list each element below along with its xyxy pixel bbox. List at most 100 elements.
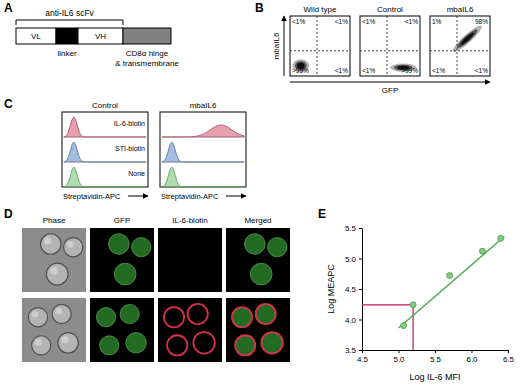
reference-line [362,304,413,305]
cell-highlight [32,311,39,318]
quadrant-label: 98% [475,18,488,25]
cell [126,333,146,353]
cell [100,336,119,355]
panel-b: Wild type<1%<1%>99%<1%Control<1%<1%<1%>9… [272,5,490,95]
cell [58,333,78,353]
quadrant-label: <1% [335,67,348,74]
tick-label: 4.0 [345,316,357,325]
column-title: GFP [114,216,130,225]
cell [232,308,251,327]
axis-arrow [128,196,148,197]
axis-arrow [284,16,285,76]
figure: ABCDEanti-IL6 scFvVLlinkerVHCD8α hinge& … [0,0,520,391]
cell-highlight [44,237,51,244]
quadrant-label: >99% [292,67,309,74]
data-point [410,302,416,308]
construct-segment [16,28,56,44]
cell-highlight [50,267,58,275]
tick-label: 5.0 [345,255,357,264]
tick: 4.5 [345,285,362,294]
axis-line [362,229,363,351]
micrograph [22,298,86,362]
construct-segment [56,28,78,44]
cell [52,304,71,323]
data-point [479,248,485,254]
tick: 5.5 [430,350,442,364]
cell-cloud [460,32,475,46]
membrane-stain [232,307,252,327]
row-baseline [62,187,148,188]
tick-mark [359,320,362,321]
x-axis-label: GFP [382,86,398,95]
tick: 4.5 [357,350,369,364]
tick-mark [359,289,362,290]
segment-label: VL [31,32,41,41]
quadrant-line [360,50,420,51]
micrograph [90,228,154,292]
cell-cloud [450,23,484,55]
cell [109,234,129,254]
quadrant-label: >99% [401,67,418,74]
row-label: STI-biotin [115,145,145,152]
cell [245,234,265,254]
panel-e: 4.55.05.56.06.53.54.04.55.05.5Log IL-6 M… [326,224,515,382]
quadrant-line [457,16,458,76]
plot-frame [160,112,246,187]
panel-c: ControlIL-6-biotinSTI-biotinNoneStreptav… [62,101,246,201]
tick-mark [508,350,509,353]
reference-line [413,305,414,350]
micrograph [226,228,290,292]
row-label: IL-6-biotin [114,120,145,127]
plot-frame [430,16,490,76]
cell [32,336,51,355]
cell [114,263,136,285]
membrane-stain [193,332,214,353]
micrograph [90,298,154,362]
quadrant-line [387,16,388,76]
panel-letter: D [4,207,13,221]
background [0,0,520,391]
cell-highlight [55,308,62,315]
scfv-title: anti-IL6 scFv [45,8,94,18]
data-point [498,235,504,241]
cell [262,333,282,353]
row-label: None [128,170,145,177]
segment-label: & transmembrane [115,59,179,68]
tick-label: 4.5 [345,285,357,294]
tick-mark [399,350,400,353]
plot-area [362,235,504,350]
micrograph [226,298,290,362]
quadrant-label: 1% [432,18,442,25]
cell [236,336,255,355]
micrograph [158,298,222,362]
row-baseline [62,137,148,138]
tick: 5.0 [393,350,405,364]
tick: 6.5 [503,350,515,364]
tick-label: 5.5 [430,355,442,364]
y-axis-label: mbaIL6 [272,32,281,59]
cell-highlight [61,336,68,343]
tick-mark [359,350,362,351]
quadrant-label: <1% [292,18,305,25]
cell [250,263,272,285]
data-point [401,323,407,329]
membrane-stain [256,304,276,324]
panel-title: Control [92,101,118,110]
axis-arrow [290,82,490,83]
histogram [162,142,244,162]
quadrant-label: <1% [335,18,348,25]
panel-letter: E [318,207,326,221]
panel-d: PhaseGFPIL-6-biotinMerged [22,216,290,362]
cell [46,263,68,285]
axis-arrow [226,196,246,197]
segment-label: linker [57,49,76,58]
micrograph [22,228,86,292]
tick: 5.0 [345,255,362,264]
quadrant-line [290,50,350,51]
membrane-stain [235,335,255,355]
tick-mark [435,350,436,353]
segment-label: CD8α hinge [126,49,169,58]
construct-segment [78,28,123,44]
tick-label: 4.5 [357,355,369,364]
quadrant-label: <1% [405,18,418,25]
